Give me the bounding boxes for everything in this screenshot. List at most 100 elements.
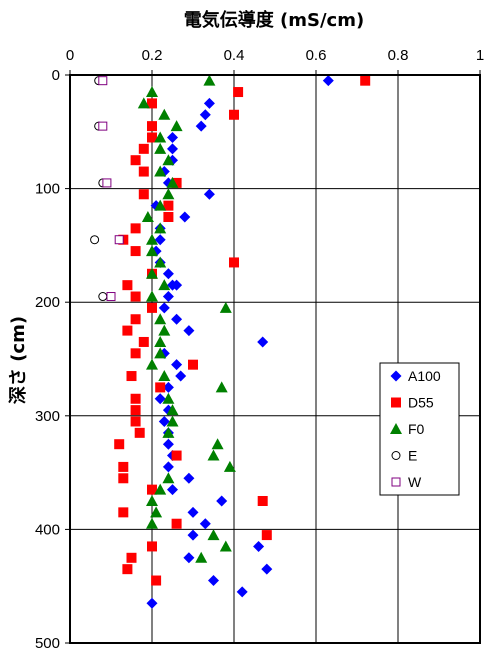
data-point-d55: [134, 427, 145, 438]
y-axis-title: 深さ (cm): [7, 316, 29, 404]
data-point-f0: [141, 211, 154, 222]
data-point-d55: [147, 302, 157, 313]
data-point-f0: [166, 404, 179, 416]
data-point-a100: [162, 438, 174, 450]
data-point-f0: [146, 267, 158, 279]
x-tick-label: 0: [66, 47, 74, 64]
series-f0: [137, 74, 236, 563]
x-tick-label: 0.4: [224, 47, 245, 64]
data-point-d55: [138, 336, 149, 347]
data-point-d55: [130, 348, 141, 359]
data-point-f0: [154, 483, 167, 495]
y-tick-label: 400: [35, 521, 60, 538]
data-point-f0: [219, 540, 232, 552]
data-point-a100: [257, 336, 269, 348]
data-point-a100: [203, 188, 215, 200]
data-point-a100: [171, 279, 183, 291]
data-point-f0: [154, 335, 167, 347]
data-point-d55: [126, 552, 137, 563]
data-point-f0: [146, 290, 158, 302]
data-point-f0: [154, 165, 167, 177]
data-point-a100: [171, 313, 183, 325]
data-point-d55: [147, 132, 157, 143]
data-point-a100: [146, 597, 158, 609]
data-point-f0: [154, 222, 167, 234]
data-point-d55: [130, 314, 141, 325]
data-point-d55: [130, 155, 141, 166]
data-point-d55: [147, 98, 157, 109]
legend-marker-w: [391, 477, 401, 487]
x-tick-label: 0.2: [142, 47, 163, 64]
legend-label-f0: F0: [408, 421, 425, 437]
data-point-f0: [215, 381, 228, 393]
data-point-a100: [203, 97, 215, 109]
data-point-d55: [118, 461, 129, 472]
data-point-a100: [175, 370, 187, 382]
tick-labels: 0 0.2 0.4 0.6 0.8 1 0 100 200 300 400 500: [35, 47, 484, 652]
x-tick-label: 0.8: [388, 47, 409, 64]
data-point-a100: [154, 234, 166, 246]
data-point-a100: [162, 381, 174, 393]
data-point-f0: [154, 131, 167, 143]
data-point-a100: [162, 461, 174, 473]
data-point-a100: [167, 131, 178, 143]
data-point-e: [90, 235, 100, 245]
data-point-f0: [146, 495, 158, 506]
legend-label-w: W: [408, 474, 422, 490]
legend-label-a100: A100: [408, 368, 441, 384]
legend-label-e: E: [408, 448, 417, 464]
data-point-d55: [257, 496, 268, 506]
data-point-d55: [130, 405, 141, 416]
data-point-a100: [199, 518, 211, 530]
y-tick-label: 500: [35, 635, 60, 652]
data-point-a100: [162, 268, 174, 280]
data-marks: [90, 74, 371, 609]
data-point-a100: [183, 325, 195, 337]
data-point-f0: [154, 347, 167, 359]
legend-marker-d55: [391, 397, 401, 408]
data-point-d55: [122, 280, 133, 291]
data-point-a100: [158, 415, 170, 427]
data-point-d55: [126, 371, 137, 382]
data-point-a100: [187, 529, 199, 541]
data-point-w: [106, 292, 116, 302]
data-point-f0: [158, 108, 171, 120]
data-point-d55: [118, 473, 129, 484]
data-point-f0: [154, 142, 167, 154]
data-point-f0: [158, 324, 171, 336]
data-point-f0: [207, 449, 220, 461]
plot-area-border: [69, 74, 481, 644]
data-point-d55: [163, 212, 174, 222]
data-point-f0: [162, 154, 175, 166]
x-tick-label: 1: [476, 47, 484, 64]
data-point-d55: [130, 246, 141, 257]
data-point-e: [98, 292, 108, 302]
data-point-f0: [162, 472, 175, 484]
legend-marker-f0: [390, 423, 402, 434]
data-point-d55: [130, 223, 141, 234]
data-point-f0: [219, 301, 232, 313]
data-point-a100: [195, 120, 207, 132]
data-point-d55: [151, 575, 162, 586]
data-point-f0: [195, 551, 208, 563]
data-point-d55: [233, 87, 244, 98]
data-point-d55: [229, 109, 239, 120]
data-point-d55: [171, 518, 182, 529]
data-point-d55: [360, 75, 371, 86]
data-point-w: [114, 235, 124, 245]
data-point-a100: [208, 575, 219, 587]
data-point-f0: [166, 176, 179, 188]
data-point-d55: [122, 325, 133, 336]
data-point-f0: [207, 529, 220, 541]
data-point-a100: [253, 540, 265, 552]
data-point-f0: [146, 358, 158, 370]
data-point-f0: [203, 74, 216, 86]
data-point-f0: [166, 415, 179, 427]
data-point-a100: [216, 495, 228, 507]
y-tick-label: 200: [35, 294, 60, 311]
data-point-f0: [150, 506, 163, 518]
data-point-d55: [147, 541, 157, 552]
data-point-f0: [211, 438, 224, 450]
